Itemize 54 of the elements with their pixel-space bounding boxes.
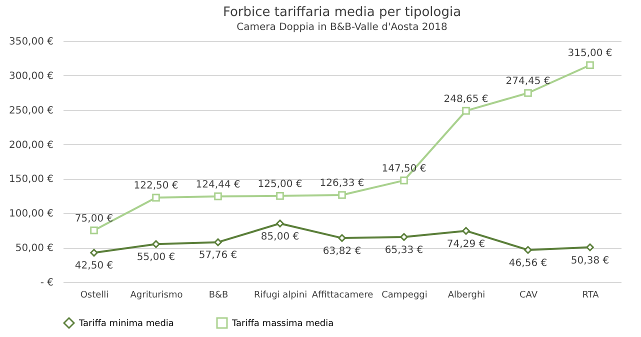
data-label: 46,56 € xyxy=(508,258,548,269)
point xyxy=(462,106,470,115)
data-label: 315,00 € xyxy=(568,48,612,60)
x-tick-label: Rifugi alpini xyxy=(254,290,308,300)
point xyxy=(400,176,408,184)
point xyxy=(586,61,594,70)
data-label: 85,00 € xyxy=(260,231,300,242)
data-label: 57,76 € xyxy=(198,250,238,262)
y-tick-label: 50,00 € xyxy=(15,243,54,254)
chart-subtitle: Camera Doppia in B&B-Valle d'Aosta 2018 xyxy=(236,22,448,33)
point xyxy=(338,234,346,242)
data-label: 124,44 € xyxy=(196,179,240,190)
point xyxy=(400,233,408,241)
data-label: 74,29 € xyxy=(446,238,486,250)
y-tick-label: 350,00 € xyxy=(8,36,54,48)
point xyxy=(276,220,284,228)
y-tick-label: 150,00 € xyxy=(8,174,54,186)
point xyxy=(586,243,594,252)
x-tick-label: Alberghi xyxy=(448,290,486,300)
y-tick-label: 250,00 € xyxy=(8,105,54,116)
data-label: 42,50 € xyxy=(74,260,114,272)
point xyxy=(152,240,160,248)
data-label: 126,33 € xyxy=(320,178,364,190)
chart-title: Forbice tariffaria media per tipologia xyxy=(222,5,462,20)
data-label: 55,00 € xyxy=(136,252,176,264)
legend-label: Tariffa minima media xyxy=(78,319,174,329)
point xyxy=(462,226,470,235)
x-tick-label: B&B xyxy=(208,290,228,300)
x-tick-label: CAV xyxy=(519,290,538,300)
data-label: 122,50 € xyxy=(134,180,178,192)
point xyxy=(214,238,222,246)
data-label: 65,33 € xyxy=(384,245,424,256)
point xyxy=(524,89,532,97)
data-label: 63,82 € xyxy=(322,246,362,258)
point xyxy=(524,246,532,254)
point xyxy=(338,191,346,199)
x-tick-label: Agriturismo xyxy=(130,290,184,300)
data-label: 50,38 € xyxy=(570,255,610,266)
data-label: 248,65 € xyxy=(444,94,488,105)
legend-label: Tariffa massima media xyxy=(231,319,334,329)
y-tick-label: 200,00 € xyxy=(8,140,54,151)
point xyxy=(90,248,98,257)
x-tick-label: RTA xyxy=(582,290,600,300)
point xyxy=(214,192,222,200)
point xyxy=(152,194,160,202)
y-tick-label: 100,00 € xyxy=(8,208,54,220)
point xyxy=(276,192,284,200)
x-tick-label: Campeggi xyxy=(382,290,428,300)
x-tick-label: Ostelli xyxy=(80,290,109,300)
y-tick-label: - € xyxy=(40,278,54,288)
data-label: 125,00 € xyxy=(258,178,302,190)
y-tick-label: 300,00 € xyxy=(8,70,54,82)
x-tick-label: Affittacamere xyxy=(312,290,374,300)
point xyxy=(90,226,98,234)
